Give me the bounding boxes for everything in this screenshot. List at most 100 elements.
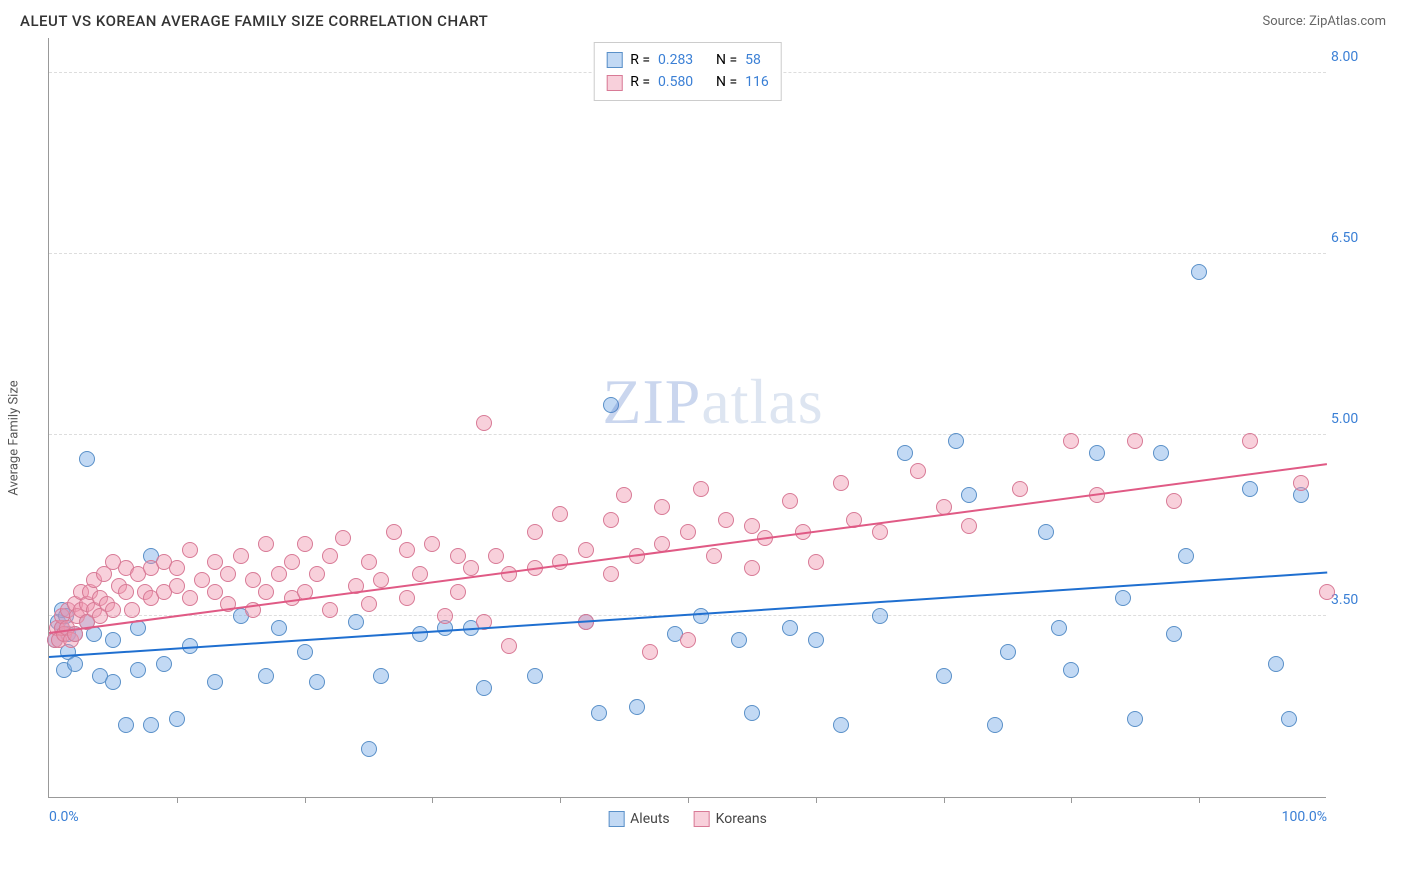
source-attribution: Source: ZipAtlas.com: [1262, 14, 1386, 29]
data-point: [169, 578, 185, 594]
data-point: [1268, 656, 1284, 672]
chart-header: ALEUT VS KOREAN AVERAGE FAMILY SIZE CORR…: [0, 0, 1406, 38]
data-point: [322, 602, 338, 618]
legend-swatch: [694, 811, 710, 827]
data-point: [731, 632, 747, 648]
x-tick: [1071, 797, 1072, 803]
x-tick: [816, 797, 817, 803]
data-point: [488, 548, 504, 564]
data-point: [1063, 433, 1079, 449]
data-point: [476, 680, 492, 696]
x-tick-label: 0.0%: [49, 809, 79, 825]
y-axis-label: Average Family Size: [7, 380, 22, 495]
data-point: [118, 584, 134, 600]
data-point: [603, 566, 619, 582]
data-point: [693, 481, 709, 497]
data-point: [744, 560, 760, 576]
series-name: Koreans: [716, 811, 767, 827]
data-point: [744, 705, 760, 721]
x-tick-label: 100.0%: [1282, 809, 1327, 825]
data-point: [936, 668, 952, 684]
data-point: [552, 554, 568, 570]
x-tick: [944, 797, 945, 803]
r-value: 0.580: [658, 71, 708, 93]
data-point: [872, 608, 888, 624]
data-point: [872, 524, 888, 540]
chart-container: Average Family Size ZIPatlas R =0.283N =…: [48, 38, 1386, 838]
y-tick-label: 6.50: [1331, 230, 1381, 246]
data-point: [361, 554, 377, 570]
r-label: R =: [630, 49, 650, 71]
data-point: [105, 602, 121, 618]
series-legend-item: Koreans: [694, 811, 767, 827]
data-point: [833, 475, 849, 491]
data-point: [527, 668, 543, 684]
data-point: [194, 572, 210, 588]
data-point: [130, 662, 146, 678]
data-point: [718, 512, 734, 528]
watermark-atlas: atlas: [701, 366, 823, 437]
data-point: [386, 524, 402, 540]
data-point: [463, 560, 479, 576]
series-legend: Aleuts Koreans: [608, 811, 767, 827]
data-point: [1012, 481, 1028, 497]
n-label: N =: [716, 71, 737, 93]
n-label: N =: [716, 49, 737, 71]
chart-title: ALEUT VS KOREAN AVERAGE FAMILY SIZE CORR…: [20, 12, 488, 30]
plot-area: ZIPatlas R =0.283N =58R =0.580N =116 Ale…: [48, 38, 1326, 798]
data-point: [501, 638, 517, 654]
x-tick: [432, 797, 433, 803]
data-point: [399, 542, 415, 558]
y-tick-label: 3.50: [1331, 592, 1381, 608]
data-point: [1166, 626, 1182, 642]
data-point: [348, 614, 364, 630]
data-point: [1051, 620, 1067, 636]
data-point: [412, 626, 428, 642]
legend-swatch: [606, 75, 622, 91]
data-point: [143, 717, 159, 733]
data-point: [897, 445, 913, 461]
data-point: [361, 596, 377, 612]
x-tick: [177, 797, 178, 803]
data-point: [1000, 644, 1016, 660]
data-point: [373, 668, 389, 684]
data-point: [424, 536, 440, 552]
data-point: [1127, 433, 1143, 449]
data-point: [220, 566, 236, 582]
data-point: [961, 518, 977, 534]
data-point: [629, 699, 645, 715]
data-point: [744, 518, 760, 534]
data-point: [680, 632, 696, 648]
data-point: [1319, 584, 1335, 600]
data-point: [297, 644, 313, 660]
data-point: [233, 548, 249, 564]
data-point: [1242, 481, 1258, 497]
data-point: [399, 590, 415, 606]
series-name: Aleuts: [630, 811, 669, 827]
data-point: [1153, 445, 1169, 461]
data-point: [1191, 264, 1207, 280]
data-point: [910, 463, 926, 479]
data-point: [642, 644, 658, 660]
data-point: [105, 632, 121, 648]
data-point: [156, 656, 172, 672]
r-label: R =: [630, 71, 650, 93]
data-point: [808, 632, 824, 648]
data-point: [1063, 662, 1079, 678]
y-tick-label: 5.00: [1331, 411, 1381, 427]
data-point: [207, 584, 223, 600]
data-point: [79, 451, 95, 467]
data-point: [182, 590, 198, 606]
legend-swatch: [608, 811, 624, 827]
gridline: [49, 253, 1326, 254]
data-point: [603, 397, 619, 413]
x-tick: [305, 797, 306, 803]
data-point: [335, 530, 351, 546]
stats-legend-row: R = 0.580 N = 116: [606, 71, 769, 93]
n-value: 116: [745, 71, 769, 93]
data-point: [1242, 433, 1258, 449]
x-tick: [560, 797, 561, 803]
data-point: [67, 656, 83, 672]
data-point: [258, 584, 274, 600]
r-value: 0.283: [658, 49, 708, 71]
